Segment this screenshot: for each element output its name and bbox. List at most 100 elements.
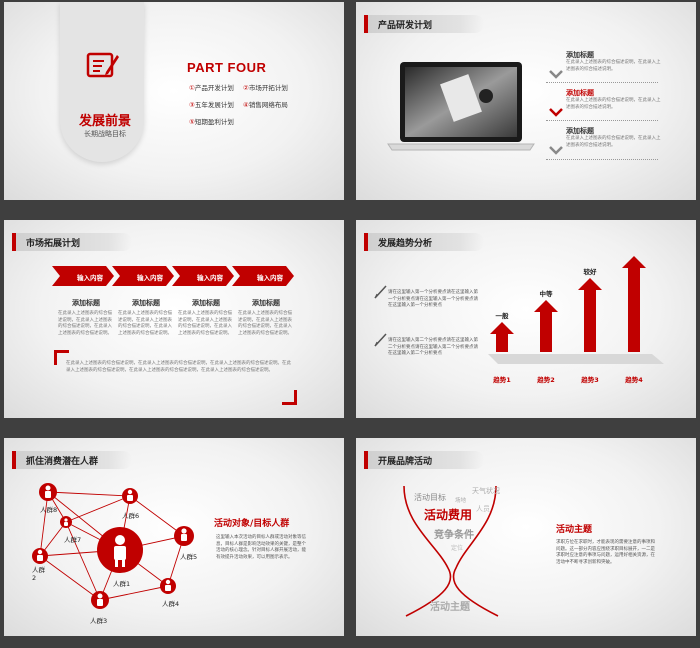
node-label: 人群4 [162, 600, 180, 608]
section-desc: 求职方位在求职时，才能表现的需要注意的事项和问题。这一部分内容应围绕求职目标展开… [556, 540, 655, 565]
slide-34[interactable]: 发展趋势分析 请在这里输入第一个分析要点请在这里输入第一个分析要点请在这里输入第… [356, 220, 696, 418]
chevron-down-icon [549, 103, 563, 117]
chevron-down-icon [549, 65, 563, 79]
section-header: 开展品牌活动 [364, 451, 484, 469]
trend-arrow [578, 278, 602, 352]
agenda-label: 销售网络布局 [248, 101, 288, 109]
trend-top-label: 中等 [540, 289, 554, 298]
word-cloud-item: 活动主题 [430, 602, 470, 613]
page-subtitle: 长期战略目标 [84, 130, 126, 138]
node-label: 人群7 [64, 536, 82, 544]
arrow-label: 输入内容 [137, 274, 163, 282]
column-block: 添加标题 在此录入上述图表的综合描述说明，在此录入上述图表的综合描述说明，在此录… [58, 298, 114, 337]
item-desc: 在此录入上述图表的综合描述说明，在此录入上述图表的综合描述说明。 [566, 60, 661, 72]
node-label: 人群2 [32, 566, 45, 582]
laptop-image [386, 58, 536, 158]
column-block: 添加标题 在此录入上述图表的综合描述说明，在此录入上述图表的综合描述说明，在此录… [178, 298, 234, 337]
header-title: 开展品牌活动 [378, 457, 433, 467]
agenda-item[interactable]: ④销售网络布局 [243, 99, 288, 109]
node-label: 人群5 [180, 553, 198, 561]
slide-35[interactable]: 抓住消费潜在人群 [4, 438, 344, 636]
arrow-label: 输入内容 [77, 274, 103, 282]
arrow-label: 输入内容 [197, 274, 223, 282]
trend-bottom-label: 趋势3 [581, 375, 599, 384]
word-cloud-item: 活动费用 [424, 508, 473, 522]
dotted-divider [546, 120, 658, 121]
chevron-down-icon [549, 141, 563, 155]
word-cloud-item: 活动目标 [414, 493, 446, 502]
column-title: 添加标题 [192, 299, 220, 307]
column-block: 添加标题 在此录入上述图表的综合描述说明，在此录入上述图表的综合描述说明，在此录… [238, 298, 294, 337]
corner-bracket [54, 350, 69, 365]
trend-bottom-label: 趋势4 [625, 375, 643, 384]
list-item: 添加标题 在此录入上述图表的综合描述说明，在此录入上述图表的综合描述说明。 [566, 88, 662, 111]
section-header: 市场拓展计划 [12, 233, 132, 251]
column-desc: 在此录入上述图表的综合描述说明，在此录入上述图表的综合描述说明，在此录入上述图表… [178, 311, 232, 336]
header-title: 抓住消费潜在人群 [26, 457, 99, 467]
word-cloud-item: 定位 [451, 545, 464, 552]
node-label: 人群8 [40, 506, 58, 514]
analysis-text-2: 请在这里输入第二个分析要点请在这里输入第二个分析要点请在这里输入第二个分析要点请… [388, 338, 478, 356]
agenda-label: 市场开拓计划 [248, 84, 288, 92]
pencil-icon [374, 284, 388, 299]
trend-arrow [490, 322, 514, 352]
slide-33[interactable]: 市场拓展计划 输入内容 输入内容 输入内容 输入内容 添加标题 在此录入上述图表… [4, 220, 344, 418]
word-cloud-item: 人员 [476, 505, 490, 513]
page-title: 发展前景 [78, 114, 131, 129]
node-label: 人群1 [113, 580, 131, 588]
list-item: 添加标题 在此录入上述图表的综合描述说明，在此录入上述图表的综合描述说明。 [566, 50, 662, 73]
trend-arrow [534, 300, 558, 352]
corner-bracket [282, 390, 297, 405]
agenda-label: 产品开发计划 [194, 84, 234, 92]
header-title: 产品研发计划 [378, 21, 433, 31]
item-desc: 在此录入上述图表的综合描述说明，在此录入上述图表的综合描述说明。 [566, 136, 661, 148]
agenda-number: ① [189, 84, 195, 92]
agenda-item[interactable]: ①产品开发计划 [189, 82, 234, 92]
dotted-divider [546, 159, 658, 160]
pencil-icon [374, 332, 388, 347]
header-title: 发展趋势分析 [378, 239, 433, 249]
column-block: 添加标题 在此录入上述图表的综合描述说明，在此录入上述图表的综合描述说明，在此录… [118, 298, 174, 337]
hourglass-outline [396, 484, 506, 624]
column-desc: 在此录入上述图表的综合描述说明，在此录入上述图表的综合描述说明，在此录入上述图表… [58, 311, 112, 336]
arrow-label: 输入内容 [257, 274, 283, 282]
section-desc: 这里输入本次活动的目标人群或活动对象等信息，目标人群是影响活动效果的关键，是整个… [216, 535, 306, 560]
slide-32[interactable]: 产品研发计划 添加标题 在此录入上述图表的综合描述说明，在此录入上述图表的综合描… [356, 2, 696, 200]
footer-text: 在此录入上述图表的综合描述说明，在此录入上述图表的综合描述说明，在此录入上述图表… [66, 361, 291, 373]
word-cloud-item: 场地 [455, 498, 467, 504]
agenda-label: 五年发展计划 [194, 101, 234, 109]
agenda-number: ③ [189, 101, 195, 109]
agenda-number: ② [243, 84, 249, 92]
column-title: 添加标题 [132, 299, 160, 307]
item-title: 添加标题 [566, 51, 594, 59]
column-title: 添加标题 [252, 299, 280, 307]
item-title: 添加标题 [566, 89, 594, 97]
trend-top-label: 较好 [584, 267, 598, 276]
item-title: 添加标题 [566, 127, 594, 135]
list-item: 添加标题 在此录入上述图表的综合描述说明，在此录入上述图表的综合描述说明。 [566, 126, 662, 149]
trend-arrow [622, 256, 646, 352]
edit-document-icon [86, 50, 120, 80]
column-desc: 在此录入上述图表的综合描述说明，在此录入上述图表的综合描述说明，在此录入上述图表… [238, 311, 292, 336]
agenda-number: ⑤ [189, 118, 195, 126]
word-cloud-item: 竞争条件 [434, 530, 474, 541]
slide-36[interactable]: 开展品牌活动 活动目标 活动费用 竞争条件 天气状况 场地 人员 定位 活动主题… [356, 438, 696, 636]
node-label: 人群6 [122, 512, 140, 520]
dotted-divider [546, 82, 658, 83]
section-header: 抓住消费潜在人群 [12, 451, 132, 469]
agenda-number: ④ [243, 101, 249, 109]
agenda-item[interactable]: ③五年发展计划 [189, 99, 234, 109]
trend-bottom-label: 趋势2 [537, 375, 555, 384]
analysis-text-1: 请在这里输入第一个分析要点请在这里输入第一个分析要点请在这里输入第一个分析要点请… [388, 290, 478, 308]
section-header: 发展趋势分析 [364, 233, 484, 251]
agenda-item[interactable]: ②市场开拓计划 [243, 82, 288, 92]
slide-31[interactable]: 发展前景 长期战略目标 PART FOUR ①产品开发计划 ②市场开拓计划 ③五… [4, 2, 344, 200]
agenda-item[interactable]: ⑤短期盈利计划 [189, 116, 234, 126]
column-title: 添加标题 [72, 299, 100, 307]
section-header: 产品研发计划 [364, 15, 484, 33]
item-desc: 在此录入上述图表的综合描述说明，在此录入上述图表的综合描述说明。 [566, 98, 661, 110]
word-cloud-item: 天气状况 [472, 487, 500, 495]
section-title: 活动对象/目标人群 [214, 519, 290, 529]
section-title: 活动主题 [556, 525, 593, 535]
title-pill [60, 2, 144, 162]
